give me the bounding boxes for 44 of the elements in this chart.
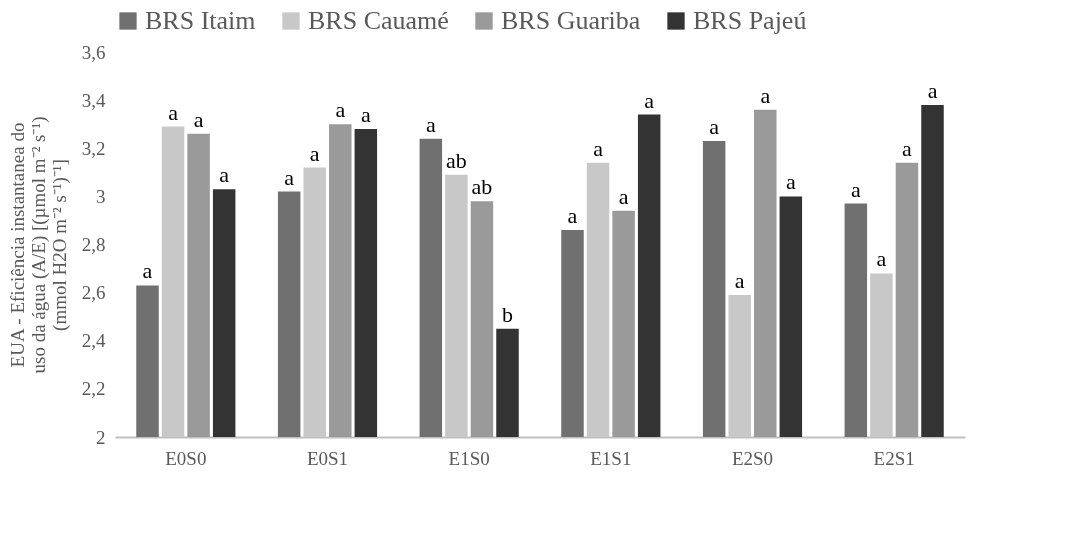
data-label: a: [219, 162, 230, 188]
data-label: ab: [471, 174, 493, 200]
data-label: a: [927, 77, 938, 103]
y-tick-label: 2,4: [81, 330, 106, 352]
legend-label: BRS Cauamé: [308, 6, 449, 35]
data-label: a: [785, 169, 796, 195]
x-tick-label: E0S1: [306, 447, 349, 469]
x-tick-label: E1S1: [590, 447, 632, 469]
y-tick-label: 3,4: [81, 89, 106, 111]
y-tick-label: 3,6: [81, 41, 106, 63]
data-label: a: [567, 203, 578, 229]
legend-label: BRS Pajeú: [693, 6, 807, 35]
y-tick-label: 2,2: [81, 378, 106, 400]
data-label: a: [425, 111, 436, 137]
legend-label: BRS Itaim: [145, 6, 256, 35]
y-tick-label: 3: [96, 185, 106, 207]
data-label: ab: [446, 147, 467, 173]
data-label: a: [760, 82, 771, 108]
data-label: a: [284, 164, 295, 190]
data-label: a: [618, 183, 629, 209]
x-tick-label: E2S1: [873, 447, 915, 469]
y-tick-label: 2,8: [81, 234, 106, 255]
x-tick-label: E2S0: [731, 447, 774, 469]
data-label: a: [142, 258, 153, 284]
x-tick-label: E1S0: [448, 447, 490, 469]
data-label: a: [644, 87, 655, 113]
y-tick-label: 3,2: [81, 137, 106, 159]
y-tick-label: 2: [96, 426, 106, 448]
x-tick-label: E0S0: [165, 447, 207, 469]
data-label: a: [360, 102, 371, 127]
data-label: a: [850, 176, 861, 202]
data-label: a: [168, 99, 179, 125]
data-label: a: [193, 106, 204, 132]
data-label: a: [335, 97, 346, 123]
data-label: a: [709, 114, 720, 140]
data-label: a: [593, 135, 604, 161]
data-label: b: [502, 301, 513, 327]
y-axis-title: EUA - Eficiência instantanea do uso da água (A/E) [(µmol m⁻² s⁻¹) (mmol H2O m⁻² s⁻¹)⁻¹]: [6, 116, 71, 374]
data-label: a: [902, 135, 913, 161]
y-tick-label: 2,6: [81, 282, 106, 304]
legend-label: BRS Guariba: [501, 6, 641, 35]
data-label: a: [876, 246, 887, 272]
data-label: a: [309, 140, 320, 166]
data-label: a: [734, 268, 745, 294]
